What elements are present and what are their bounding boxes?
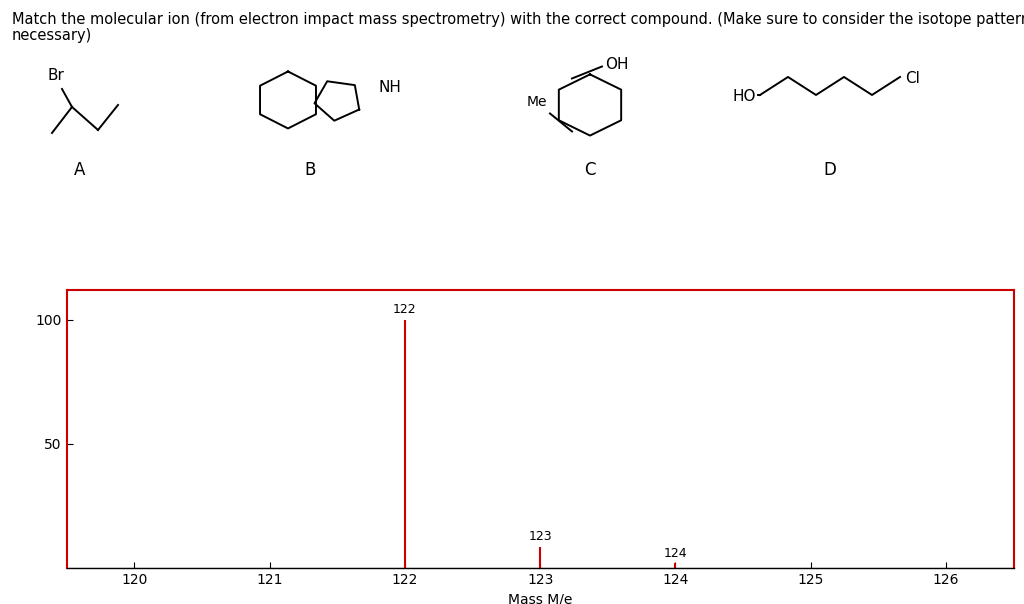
Text: 124: 124	[664, 547, 687, 559]
Text: A: A	[75, 161, 86, 179]
Text: B: B	[304, 161, 315, 179]
Text: C: C	[585, 161, 596, 179]
X-axis label: Mass M/e: Mass M/e	[508, 592, 572, 604]
Text: 122: 122	[393, 303, 417, 316]
Text: D: D	[823, 161, 837, 179]
Text: necessary): necessary)	[12, 28, 92, 43]
Text: NH: NH	[378, 80, 400, 95]
Text: Br: Br	[47, 68, 65, 83]
Text: Match the molecular ion (from electron impact mass spectrometry) with the correc: Match the molecular ion (from electron i…	[12, 12, 1024, 27]
Text: 123: 123	[528, 530, 552, 543]
Text: Me: Me	[526, 95, 547, 109]
Text: OH: OH	[605, 57, 629, 72]
Text: HO: HO	[732, 89, 756, 104]
Text: Cl: Cl	[905, 71, 920, 86]
